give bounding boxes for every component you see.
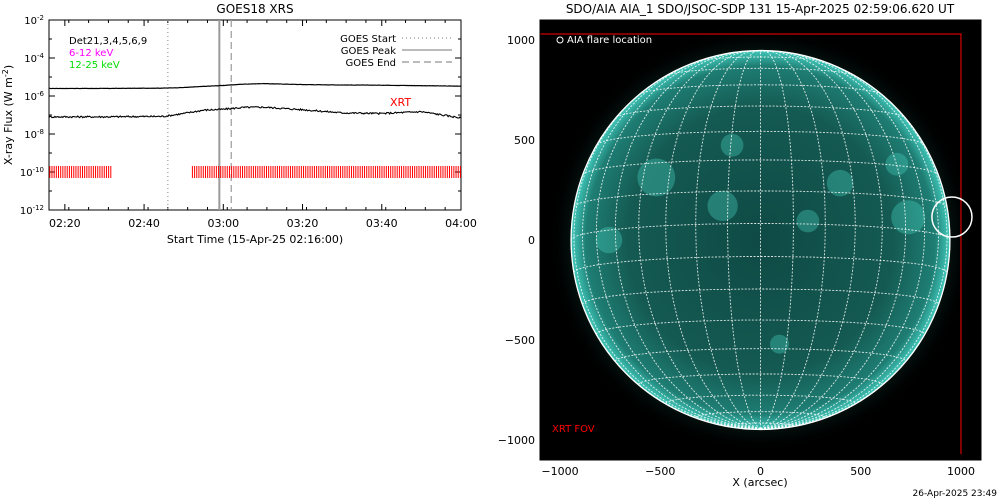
lightcurve-plot-area [49, 20, 461, 210]
legend-dotted-label: GOES Start [340, 34, 396, 45]
y-tick-label: 10-2 [24, 14, 44, 27]
active-region-brightening [891, 200, 926, 235]
xrt-interval [191, 166, 461, 178]
active-region-brightening [720, 133, 744, 157]
x-tick-label: 0 [757, 465, 764, 478]
goes-lightcurve-panel: GOES18 XRS 02:20 02:40 03:00 03:20 03:40 04:0… [1, 2, 477, 246]
legend-dashed-label: GOES End [346, 58, 396, 69]
active-region-brightening [826, 169, 854, 197]
flare-location-circle [931, 196, 973, 238]
longitude-line [582, 56, 761, 430]
footer-timestamp: 26-Apr-2025 23:49 [913, 489, 998, 499]
solar-limb [570, 49, 951, 431]
y-tick-label: 500 [514, 134, 535, 147]
y-tick-label: −1000 [498, 434, 535, 447]
longitude-line [614, 51, 761, 430]
goes-short-channel-line [49, 105, 461, 119]
latitude-line [667, 67, 854, 76]
xrt-label: XRT [390, 96, 411, 109]
y-tick-label: 10-4 [24, 52, 44, 65]
x-tick-label: 03:40 [366, 217, 398, 230]
heliographic-grid [570, 49, 951, 431]
longitude-line [760, 56, 939, 430]
longitude-line [638, 50, 761, 430]
latitude-line [573, 190, 948, 207]
longitude-line [665, 50, 761, 430]
x-tick-label: −500 [645, 465, 675, 478]
xrt-interval [49, 166, 112, 178]
longitude-line [760, 52, 926, 430]
longitude-line [695, 50, 761, 430]
y-tick-label: 1000 [507, 34, 535, 47]
y-tick-label: 10-8 [24, 128, 44, 141]
y-tick-label: −500 [505, 334, 535, 347]
solar-disk [571, 50, 950, 430]
longitude-line [760, 50, 794, 430]
aia-image-ticks: −1000 −500 0 500 1000 1000 500 0 −500 −1000 [498, 34, 975, 478]
aia-image-title: SDO/AIA AIA_1 SDO/JSOC-SDP 131 15-Apr-20… [566, 2, 955, 16]
legend-solid-label: GOES Peak [341, 46, 396, 57]
longitude-line [760, 50, 856, 430]
x-tick-label: 02:20 [49, 217, 81, 230]
aia-image-panel: SDO/AIA AIA_1 SDO/JSOC-SDP 131 15-Apr-20… [498, 2, 997, 499]
aia-legend-marker [556, 36, 564, 44]
y-tick-label: 10-6 [24, 90, 44, 103]
lightcurve-title: GOES18 XRS [216, 2, 293, 16]
latitude-line [596, 130, 925, 145]
lightcurve-x-axis-label: Start Time (15-Apr-25 02:16:00) [167, 233, 343, 246]
x-tick-label: 03:20 [287, 217, 319, 230]
active-region-brightening [769, 334, 789, 354]
x-tick-label: −1000 [541, 465, 578, 478]
longitude-line [760, 71, 948, 430]
active-region-brightening [707, 190, 738, 222]
longitude-line [595, 52, 761, 430]
active-region-brightening [595, 226, 623, 254]
latitude-line [582, 159, 939, 176]
legend-entry-0: Det21,3,4,5,6,9 [69, 36, 147, 47]
goes-long-channel-line [49, 82, 461, 90]
lightcurve-ticks: 02:20 02:40 03:00 03:20 03:40 04:00 10-2 10-4 10… [20, 14, 477, 230]
longitude-line [760, 51, 907, 430]
longitude-line [727, 50, 761, 430]
longitude-line [760, 50, 826, 430]
latitude-line [582, 288, 939, 305]
legend-entry-2: 12-25 keV [69, 60, 120, 71]
x-tick-label: 1000 [947, 465, 975, 478]
aia-legend-label: AIA flare location [567, 35, 652, 46]
longitude-line [760, 50, 883, 430]
legend-entry-1: 6-12 keV [69, 48, 113, 59]
xrt-fov-label: XRT FOV [552, 424, 595, 435]
x-tick-label: 02:40 [128, 217, 160, 230]
active-region-brightening [637, 158, 676, 197]
lightcurve-y-axis-label: X-ray Flux (W m-2) [1, 65, 15, 165]
sun-disk-image [548, 27, 973, 453]
x-tick-label: 04:00 [445, 217, 477, 230]
x-tick-label: 03:00 [207, 217, 239, 230]
active-region-brightening [885, 152, 909, 176]
active-regions [595, 133, 926, 354]
y-tick-label: 10-10 [20, 166, 44, 179]
x-tick-label: 500 [850, 465, 871, 478]
y-tick-label: 10-12 [20, 204, 44, 217]
active-region-brightening [796, 209, 820, 233]
longitude-line [573, 71, 761, 430]
aia-image-x-axis-label: X (arcsec) [732, 476, 787, 489]
y-tick-label: 0 [528, 234, 535, 247]
